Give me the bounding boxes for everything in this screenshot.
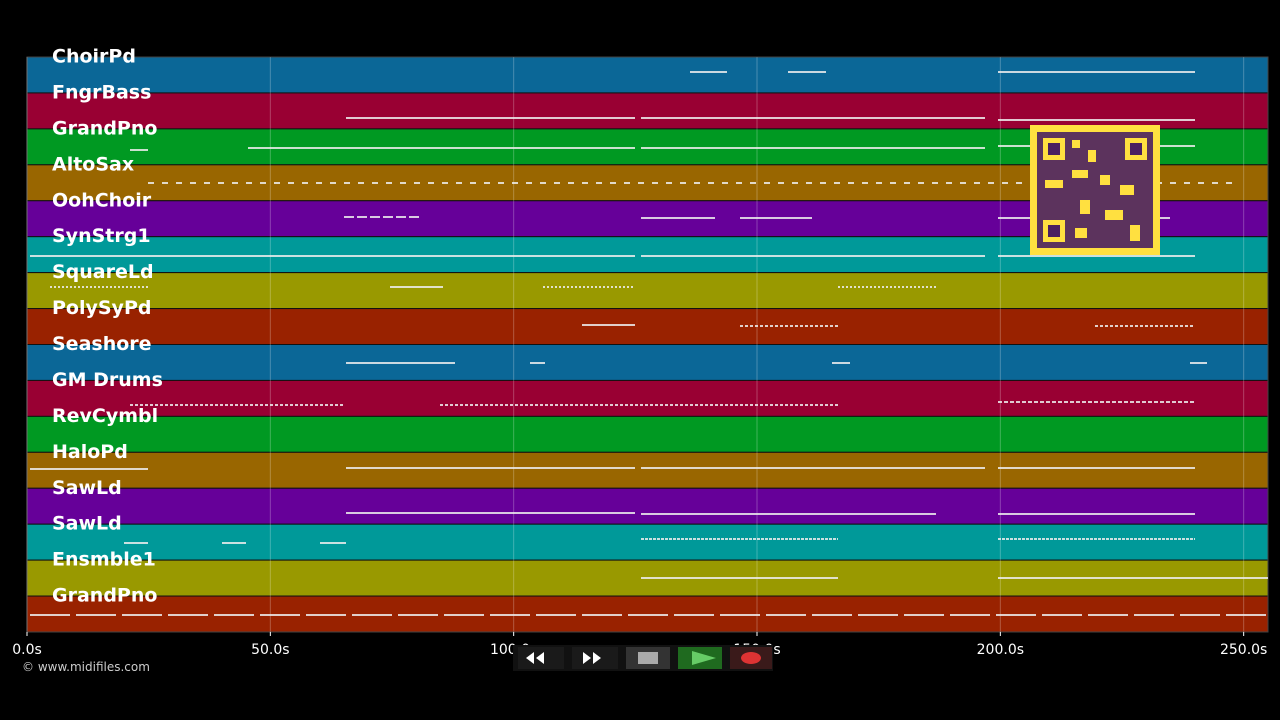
tick-label: 250.0s — [1220, 642, 1267, 658]
tick-label: 0.0s — [12, 642, 42, 658]
track-name: SawLd — [52, 513, 122, 535]
play-button[interactable] — [678, 647, 722, 669]
track-names: ChoirPd FngrBass GrandPno AltoSax OohChoir Sy… — [52, 46, 163, 607]
tick-label: 50.0s — [251, 642, 289, 658]
track-name: Seashore — [52, 333, 152, 355]
track-name: FngrBass — [52, 81, 151, 103]
track-name: OohChoir — [52, 189, 152, 211]
track-band — [26, 415, 1269, 453]
track-name: HaloPd — [52, 441, 128, 463]
stop-button[interactable] — [626, 647, 670, 669]
track-band — [26, 487, 1269, 525]
track-name: SquareLd — [52, 261, 154, 283]
track-name: GrandPno — [52, 117, 157, 139]
track-name: ChoirPd — [52, 46, 136, 68]
tick-label: 200.0s — [977, 642, 1024, 658]
rewind-button[interactable] — [518, 647, 564, 669]
record-button[interactable] — [730, 647, 772, 669]
track-name: GrandPno — [52, 585, 157, 607]
track-band — [26, 379, 1269, 417]
track-name: GM Drums — [52, 369, 163, 391]
transport — [513, 645, 773, 671]
forward-button[interactable] — [572, 647, 618, 669]
track-band — [26, 56, 1269, 94]
track-band — [26, 92, 1269, 130]
qr-code — [1030, 125, 1160, 255]
track-name: SawLd — [52, 477, 122, 499]
track-band — [26, 272, 1269, 310]
track-band — [26, 451, 1269, 489]
roll-frame — [26, 56, 1269, 633]
track-name: PolySyPd — [52, 297, 151, 319]
track-band — [26, 308, 1269, 345]
track-name: RevCymbl — [52, 405, 158, 427]
track-band — [26, 344, 1269, 381]
credit: © www.midifiles.com — [22, 660, 150, 674]
track-band — [26, 523, 1269, 561]
track-name: SynStrg1 — [52, 225, 151, 247]
time-grid — [26, 57, 1245, 632]
track-name: AltoSax — [52, 153, 134, 175]
track-name: Ensmble1 — [52, 549, 156, 571]
